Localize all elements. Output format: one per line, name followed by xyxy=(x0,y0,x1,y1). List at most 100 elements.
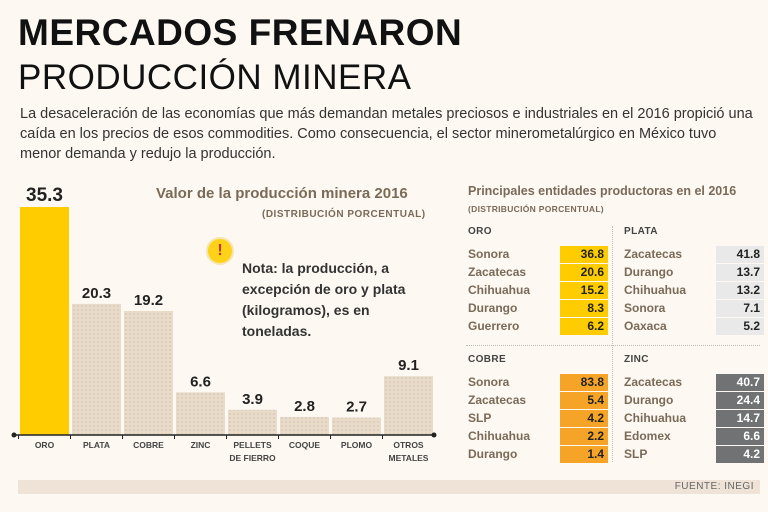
state-row: Sonora 83.8 xyxy=(468,374,608,392)
state-row: Durango 24.4 xyxy=(624,392,764,410)
bar-value-label: 9.1 xyxy=(398,357,419,374)
page-subtitle: PRODUCCIÓN MINERA xyxy=(18,58,412,97)
source-label: FUENTE: INEGI xyxy=(674,481,754,492)
category-label: METALES xyxy=(389,453,429,463)
category-label: PLATA xyxy=(83,440,110,450)
panel-divider-horizontal xyxy=(466,345,760,346)
state-value: 2.2 xyxy=(560,428,608,445)
category-label: PLOMO xyxy=(341,440,373,450)
state-value: 4.2 xyxy=(716,446,764,463)
state-row: Chihuahua 14.7 xyxy=(624,410,764,428)
bar-plomo xyxy=(332,417,381,435)
state-name: Guerrero xyxy=(468,319,520,333)
state-name: Durango xyxy=(624,265,674,279)
panel-heading: ZINC xyxy=(624,354,649,365)
panel-plata: PLATA Zacatecas 41.8 Durango 13.7 Chihuahua 13… xyxy=(624,226,764,336)
state-name: Sonora xyxy=(624,301,666,315)
panel-cobre: COBRE Sonora 83.8 Zacatecas 5.4 SLP 4.2 Chihuah… xyxy=(468,354,608,464)
bar-value-label: 19.2 xyxy=(134,292,163,309)
state-value: 6.6 xyxy=(716,428,764,445)
state-row: Oaxaca 5.2 xyxy=(624,318,764,336)
state-name: Oaxaca xyxy=(624,319,667,333)
state-row: Sonora 36.8 xyxy=(468,246,608,264)
states-subtitle: (DISTRIBUCIÓN PORCENTUAL) xyxy=(468,204,604,214)
state-name: Zacatecas xyxy=(624,247,683,261)
state-value: 7.1 xyxy=(716,300,764,317)
state-value: 13.7 xyxy=(716,264,764,281)
state-row: Durango 8.3 xyxy=(468,300,608,318)
state-name: SLP xyxy=(468,411,492,425)
state-row: Guerrero 6.2 xyxy=(468,318,608,336)
state-row: Zacatecas 40.7 xyxy=(624,374,764,392)
bar-value-label: 3.9 xyxy=(242,391,263,408)
bar-pellets-de-fierro xyxy=(228,409,277,435)
state-row: Chihuahua 15.2 xyxy=(468,282,608,300)
state-name: SLP xyxy=(624,447,648,461)
state-name: Chihuahua xyxy=(468,283,530,297)
exclamation-icon: ! xyxy=(206,237,234,265)
category-label: COBRE xyxy=(133,440,164,450)
bar-oro xyxy=(20,207,69,435)
state-row: SLP 4.2 xyxy=(624,446,764,464)
state-value: 24.4 xyxy=(716,392,764,409)
axis-endpoint xyxy=(431,432,437,438)
state-name: Durango xyxy=(468,301,518,315)
panel-heading: COBRE xyxy=(468,354,507,365)
state-value: 40.7 xyxy=(716,374,764,391)
state-name: Edomex xyxy=(624,429,671,443)
state-name: Zacatecas xyxy=(468,393,527,407)
state-value: 14.7 xyxy=(716,410,764,427)
intro-paragraph: La desaceleración de las economías que m… xyxy=(20,106,753,162)
bar-value-label: 6.6 xyxy=(190,373,211,390)
state-name: Durango xyxy=(468,447,518,461)
state-value: 20.6 xyxy=(560,264,608,281)
state-name: Chihuahua xyxy=(468,429,530,443)
state-value: 13.2 xyxy=(716,282,764,299)
state-row: Zacatecas 41.8 xyxy=(624,246,764,264)
state-value: 6.2 xyxy=(560,318,608,335)
state-value: 1.4 xyxy=(560,446,608,463)
bar-value-label: 2.8 xyxy=(294,398,315,415)
note-text: Nota: la producción, a excepción de oro … xyxy=(242,260,406,339)
state-name: Chihuahua xyxy=(624,283,686,297)
state-row: Durango 13.7 xyxy=(624,264,764,282)
bar-value-label: 2.7 xyxy=(346,399,367,416)
state-value: 5.2 xyxy=(716,318,764,335)
panel-divider-vertical xyxy=(612,226,613,462)
footer-bar xyxy=(18,480,760,494)
axis-endpoint xyxy=(11,432,17,438)
category-label: COQUE xyxy=(289,440,321,450)
state-name: Zacatecas xyxy=(624,375,683,389)
state-name: Sonora xyxy=(468,375,510,389)
state-row: SLP 4.2 xyxy=(468,410,608,428)
state-value: 83.8 xyxy=(560,374,608,391)
panel-heading: PLATA xyxy=(624,226,658,237)
bar-zinc xyxy=(176,392,225,435)
state-value: 5.4 xyxy=(560,392,608,409)
category-label: PELLETS xyxy=(233,440,272,450)
chart-title: Valor de la producción minera 2016 xyxy=(156,185,408,202)
state-value: 41.8 xyxy=(716,246,764,263)
category-label: OTROS xyxy=(393,440,424,450)
bar-otros-metales xyxy=(384,376,433,435)
state-value: 36.8 xyxy=(560,246,608,263)
state-row: Chihuahua 2.2 xyxy=(468,428,608,446)
state-value: 15.2 xyxy=(560,282,608,299)
state-row: Zacatecas 20.6 xyxy=(468,264,608,282)
page-title: MERCADOS FRENARON xyxy=(18,12,463,53)
chart-subtitle: (DISTRIBUCIÓN PORCENTUAL) xyxy=(262,209,426,220)
bar-value-label: 20.3 xyxy=(82,285,111,302)
state-value: 4.2 xyxy=(560,410,608,427)
panel-zinc: ZINC Zacatecas 40.7 Durango 24.4 Chihuahua 14.… xyxy=(624,354,764,464)
state-name: Durango xyxy=(624,393,674,407)
state-name: Zacatecas xyxy=(468,265,527,279)
category-label: ORO xyxy=(35,440,55,450)
state-value: 8.3 xyxy=(560,300,608,317)
states-title: Principales entidades productoras en el … xyxy=(468,184,737,198)
state-name: Chihuahua xyxy=(624,411,686,425)
category-label: ZINC xyxy=(191,440,211,450)
state-name: Sonora xyxy=(468,247,510,261)
bar-plata xyxy=(72,303,121,435)
state-row: Sonora 7.1 xyxy=(624,300,764,318)
bar-cobre xyxy=(124,310,173,435)
